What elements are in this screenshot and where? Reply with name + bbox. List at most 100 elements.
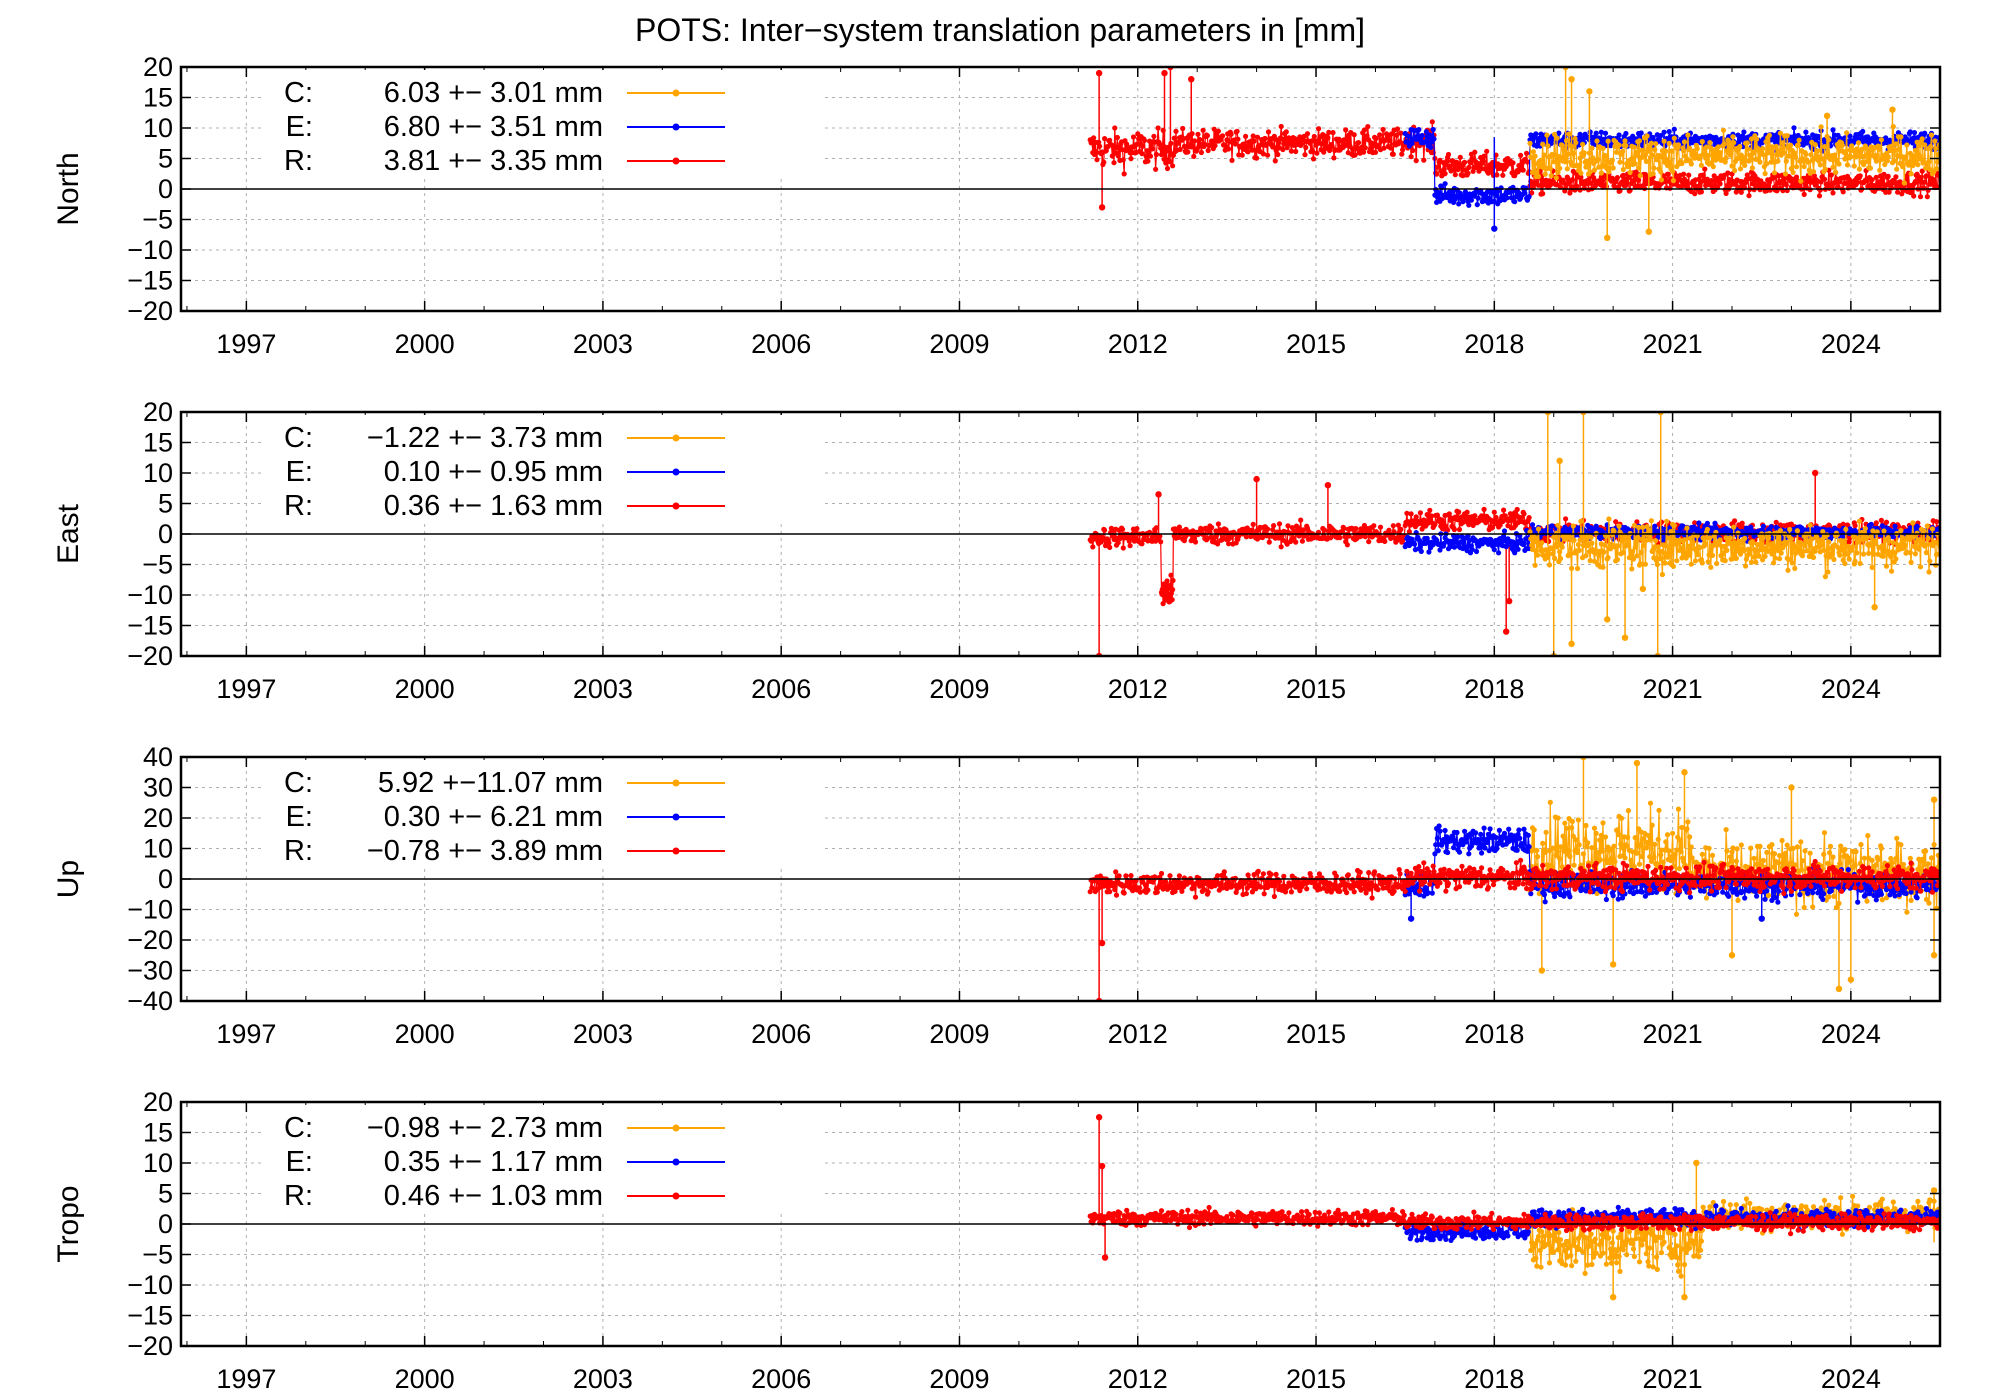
data-point xyxy=(1873,520,1879,526)
data-point xyxy=(1548,173,1554,179)
data-point xyxy=(1685,819,1691,825)
data-point xyxy=(1911,193,1917,199)
data-point xyxy=(1595,157,1601,163)
legend-value: 0.10 +− 0.95 mm xyxy=(384,456,603,488)
data-point xyxy=(1787,526,1793,533)
data-point xyxy=(1678,545,1684,551)
data-point xyxy=(1469,546,1475,553)
data-point xyxy=(1613,519,1619,525)
data-point xyxy=(1557,154,1564,160)
data-point xyxy=(1553,530,1559,536)
legend-value: −1.22 +− 3.73 mm xyxy=(367,422,603,454)
data-point xyxy=(1748,156,1754,162)
data-point xyxy=(1406,529,1412,535)
data-point xyxy=(1456,509,1462,515)
data-point xyxy=(1565,151,1571,157)
spike-point xyxy=(1155,491,1162,498)
data-point xyxy=(1912,178,1918,185)
data-point xyxy=(1400,147,1406,153)
data-point xyxy=(1149,146,1155,152)
data-point xyxy=(1585,840,1591,846)
data-point xyxy=(1643,845,1649,851)
y-tick-label: 15 xyxy=(143,428,173,458)
spike-point xyxy=(1161,69,1168,77)
data-point xyxy=(1232,141,1238,147)
data-point xyxy=(1422,139,1429,145)
data-point xyxy=(1289,525,1295,531)
data-point xyxy=(1827,843,1834,850)
data-point xyxy=(1235,136,1241,142)
data-point xyxy=(1869,177,1875,183)
data-point xyxy=(1555,169,1561,175)
y-tick-label: 20 xyxy=(143,52,173,82)
data-point xyxy=(1923,550,1929,556)
data-point xyxy=(1468,197,1474,203)
data-point xyxy=(1362,534,1368,540)
data-point xyxy=(1667,159,1673,166)
data-point xyxy=(1742,535,1748,542)
data-point xyxy=(1631,177,1637,183)
data-point xyxy=(1639,147,1645,153)
data-point xyxy=(1552,555,1558,562)
data-point xyxy=(1840,189,1846,195)
data-point xyxy=(1631,144,1637,150)
data-point xyxy=(1765,535,1772,541)
data-point xyxy=(1550,551,1556,557)
data-point xyxy=(1821,851,1827,858)
data-point xyxy=(1801,904,1807,911)
data-point xyxy=(1271,523,1277,529)
data-point xyxy=(1617,159,1623,165)
chart-title: POTS: Inter−system translation parameter… xyxy=(634,12,1365,48)
data-point xyxy=(1311,133,1317,140)
data-point xyxy=(1643,158,1649,164)
data-point xyxy=(1285,523,1291,529)
data-point xyxy=(1566,131,1572,137)
data-point xyxy=(1112,125,1118,131)
data-point xyxy=(1531,539,1537,545)
data-point xyxy=(1910,140,1916,146)
data-point xyxy=(1898,134,1904,140)
data-point xyxy=(1250,521,1256,528)
data-point xyxy=(1430,126,1436,133)
data-point xyxy=(1882,161,1888,168)
data-point xyxy=(1758,178,1764,184)
data-point xyxy=(1721,141,1727,147)
data-point xyxy=(1578,518,1584,524)
data-point xyxy=(1160,601,1166,607)
data-point xyxy=(1804,548,1810,554)
data-point xyxy=(1372,149,1379,155)
data-point xyxy=(1331,155,1337,161)
data-point xyxy=(1799,858,1806,864)
data-point xyxy=(1475,195,1481,201)
data-point xyxy=(1540,840,1546,847)
legend-value: 6.80 +− 3.51 mm xyxy=(384,111,603,143)
data-point xyxy=(1934,159,1940,165)
data-point xyxy=(1796,137,1802,143)
data-point xyxy=(1734,543,1740,549)
data-point xyxy=(1711,173,1717,179)
data-point xyxy=(1625,834,1631,841)
data-point xyxy=(1679,555,1685,561)
data-point xyxy=(1314,150,1320,156)
data-point xyxy=(1637,173,1643,179)
data-point xyxy=(1852,523,1858,529)
data-point xyxy=(1929,526,1935,532)
data-point xyxy=(1529,190,1535,196)
data-point xyxy=(1600,145,1606,151)
x-tick-label: 2015 xyxy=(1286,674,1346,704)
data-point xyxy=(1557,165,1563,171)
data-point xyxy=(1535,526,1542,532)
data-point xyxy=(1173,128,1179,134)
data-point xyxy=(1597,837,1603,843)
data-point xyxy=(1678,849,1684,855)
data-point xyxy=(1747,548,1753,555)
data-point xyxy=(1130,134,1137,140)
data-point xyxy=(1574,849,1581,856)
data-point xyxy=(1704,526,1710,533)
data-point xyxy=(1611,843,1617,849)
data-point xyxy=(1341,525,1347,532)
data-point xyxy=(1442,171,1448,177)
data-point xyxy=(1737,144,1743,150)
data-point xyxy=(1205,147,1211,154)
